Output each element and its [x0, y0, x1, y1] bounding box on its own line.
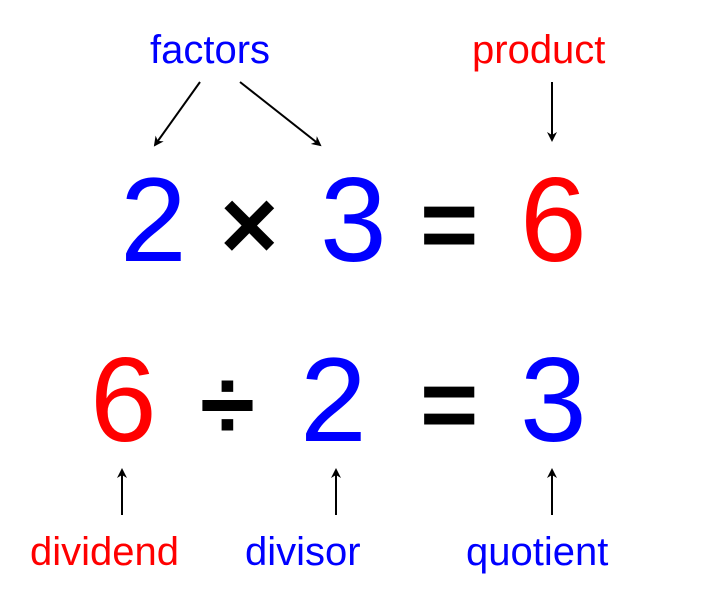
arrow-factors-right: [240, 82, 320, 145]
arrow-factors-left: [155, 82, 200, 145]
arrows-layer: [0, 0, 713, 597]
